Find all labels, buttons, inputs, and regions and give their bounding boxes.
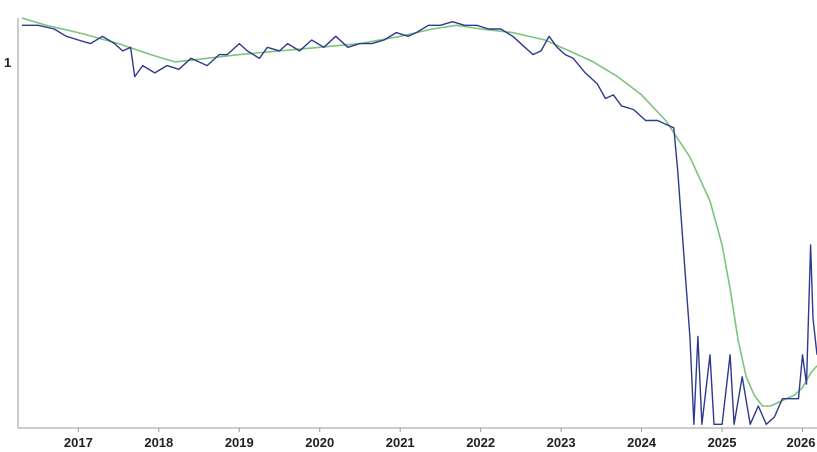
x-tick-label: 2017 <box>64 435 93 450</box>
x-tick-label: 2026 <box>787 435 816 450</box>
x-axis: 2017 2018 2019 2020 2021 2022 2023 2024 2025 2026 <box>18 427 817 450</box>
x-tick-label: 2022 <box>466 435 495 450</box>
x-tick-label: 2025 <box>708 435 737 450</box>
x-tick-label: 2023 <box>547 435 576 450</box>
x-tick-label: 2021 <box>386 435 415 450</box>
x-tick-label: 2024 <box>627 435 657 450</box>
plot-area <box>21 17 817 425</box>
series-line-smoothed <box>21 17 817 407</box>
x-tick-label: 2019 <box>225 435 254 450</box>
x-tick-label: 2020 <box>305 435 334 450</box>
y-axis: 1 <box>4 18 19 428</box>
y-tick-label: 1 <box>4 55 11 70</box>
series-line-main <box>22 21 817 425</box>
x-tick-label: 2018 <box>144 435 173 450</box>
